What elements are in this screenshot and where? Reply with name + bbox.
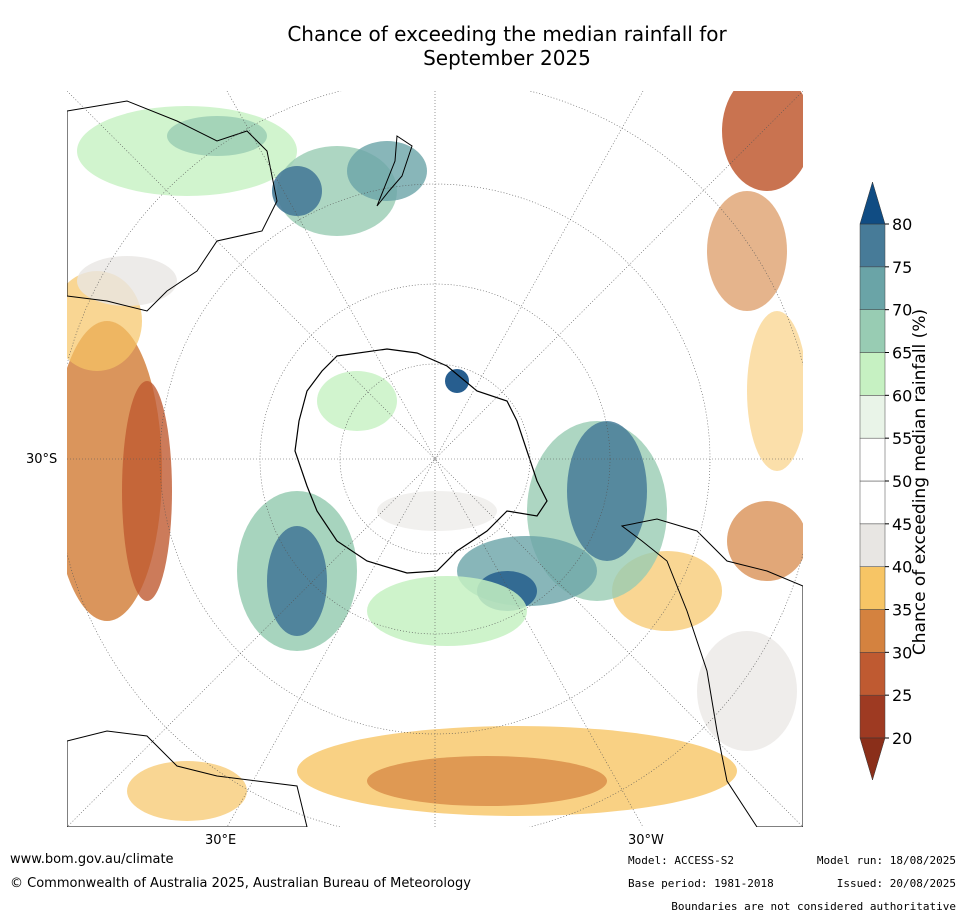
- colorbar-segment: [860, 353, 885, 396]
- base-period-text: Base period: 1981-2018: [628, 877, 774, 890]
- colorbar-tick-label: 25: [892, 686, 912, 705]
- colorbar-over-arrow: [860, 182, 885, 224]
- chart-title-line2: September 2025: [207, 46, 807, 70]
- colorbar-segment: [860, 524, 885, 567]
- colorbar-segment: [860, 567, 885, 610]
- disclaimer-text: Boundaries are not considered authoritat…: [671, 900, 956, 913]
- colorbar-tick-label: 80: [892, 215, 912, 234]
- colorbar-segment: [860, 695, 885, 738]
- chart-title-line1: Chance of exceeding the median rainfall …: [207, 22, 807, 46]
- colorbar-segment: [860, 395, 885, 438]
- colorbar-tick-label: 20: [892, 729, 912, 748]
- model-run-text: Model run: 18/08/2025: [817, 854, 956, 867]
- website-link[interactable]: www.bom.gov.au/climate: [10, 852, 174, 867]
- rainfall-probability-map: [67, 91, 803, 827]
- colorbar-segment: [860, 438, 885, 481]
- colorbar-tick-label: 75: [892, 258, 912, 277]
- colorbar-segment: [860, 481, 885, 524]
- colorbar-segment: [860, 652, 885, 695]
- colorbar-segment: [860, 310, 885, 353]
- copyright-text: © Commonwealth of Australia 2025, Austra…: [10, 876, 471, 891]
- issued-text: Issued: 20/08/2025: [837, 877, 956, 890]
- colorbar-label: Chance of exceeding median rainfall (%): [910, 309, 930, 655]
- model-text: Model: ACCESS-S2: [628, 854, 734, 867]
- colorbar-under-arrow: [860, 738, 885, 780]
- colorbar-segment: [860, 267, 885, 310]
- longitude-label-30w: 30°W: [628, 833, 664, 848]
- colorbar-segment: [860, 224, 885, 267]
- latitude-label-30s: 30°S: [26, 452, 57, 467]
- longitude-label-30e: 30°E: [205, 833, 236, 848]
- colorbar-segment: [860, 610, 885, 653]
